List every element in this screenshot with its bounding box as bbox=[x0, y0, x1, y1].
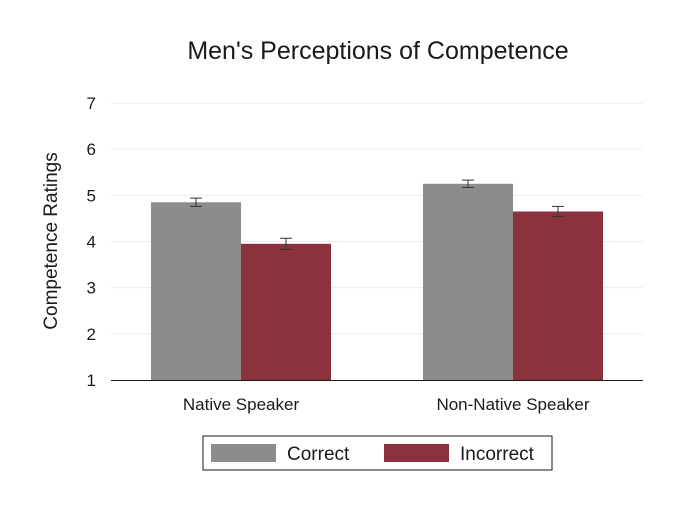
x-tick-label: Native Speaker bbox=[183, 395, 300, 414]
bar bbox=[241, 243, 331, 380]
y-axis-label: Competence Ratings bbox=[41, 152, 62, 329]
bar bbox=[423, 183, 513, 380]
y-tick-label: 1 bbox=[87, 371, 96, 390]
x-tick-labels: Native Speaker Non-Native Speaker bbox=[183, 395, 590, 414]
error-bar bbox=[462, 179, 474, 188]
y-tick-label: 2 bbox=[87, 325, 96, 344]
error-bar bbox=[190, 197, 202, 207]
y-tick-label: 5 bbox=[87, 186, 96, 205]
y-tick-label: 3 bbox=[87, 279, 96, 298]
error-bars bbox=[190, 179, 564, 250]
legend: Correct Incorrect bbox=[202, 435, 553, 471]
legend-label: Incorrect bbox=[460, 444, 535, 465]
error-bar bbox=[280, 237, 292, 250]
legend-swatch bbox=[384, 444, 449, 462]
legend-item: Correct bbox=[211, 444, 350, 465]
y-tick-labels: 1 2 3 4 5 6 7 bbox=[87, 94, 96, 390]
legend-item: Incorrect bbox=[384, 444, 535, 465]
legend-label: Correct bbox=[287, 444, 350, 465]
error-bar bbox=[552, 205, 564, 218]
bar bbox=[513, 211, 603, 380]
bars bbox=[151, 183, 603, 380]
y-tick-label: 4 bbox=[87, 233, 96, 252]
chart-title: Men's Perceptions of Competence bbox=[187, 37, 568, 65]
y-tick-label: 7 bbox=[87, 94, 96, 113]
legend-swatch bbox=[211, 444, 276, 462]
x-tick-label: Non-Native Speaker bbox=[436, 395, 589, 414]
y-tick-label: 6 bbox=[87, 140, 96, 159]
bar bbox=[151, 202, 241, 380]
